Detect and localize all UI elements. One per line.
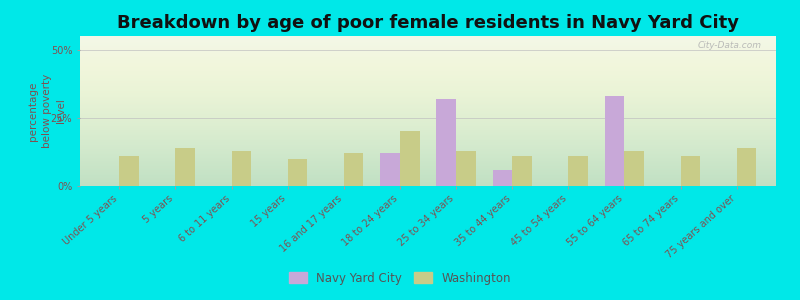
Bar	[400, 131, 419, 186]
Bar	[605, 96, 625, 186]
Bar	[231, 151, 251, 186]
Bar	[737, 148, 756, 186]
Bar	[512, 156, 532, 186]
Y-axis label: percentage
below poverty
level: percentage below poverty level	[27, 74, 66, 148]
Bar	[344, 153, 363, 186]
Bar	[288, 159, 307, 186]
Bar	[175, 148, 195, 186]
Bar	[380, 153, 400, 186]
Bar	[681, 156, 700, 186]
Text: City-Data.com: City-Data.com	[698, 40, 762, 50]
Legend: Navy Yard City, Washington: Navy Yard City, Washington	[286, 268, 514, 288]
Bar	[437, 99, 456, 186]
Bar	[456, 151, 476, 186]
Bar	[568, 156, 588, 186]
Title: Breakdown by age of poor female residents in Navy Yard City: Breakdown by age of poor female resident…	[117, 14, 739, 32]
Bar	[625, 151, 644, 186]
Bar	[119, 156, 139, 186]
Bar	[493, 169, 512, 186]
